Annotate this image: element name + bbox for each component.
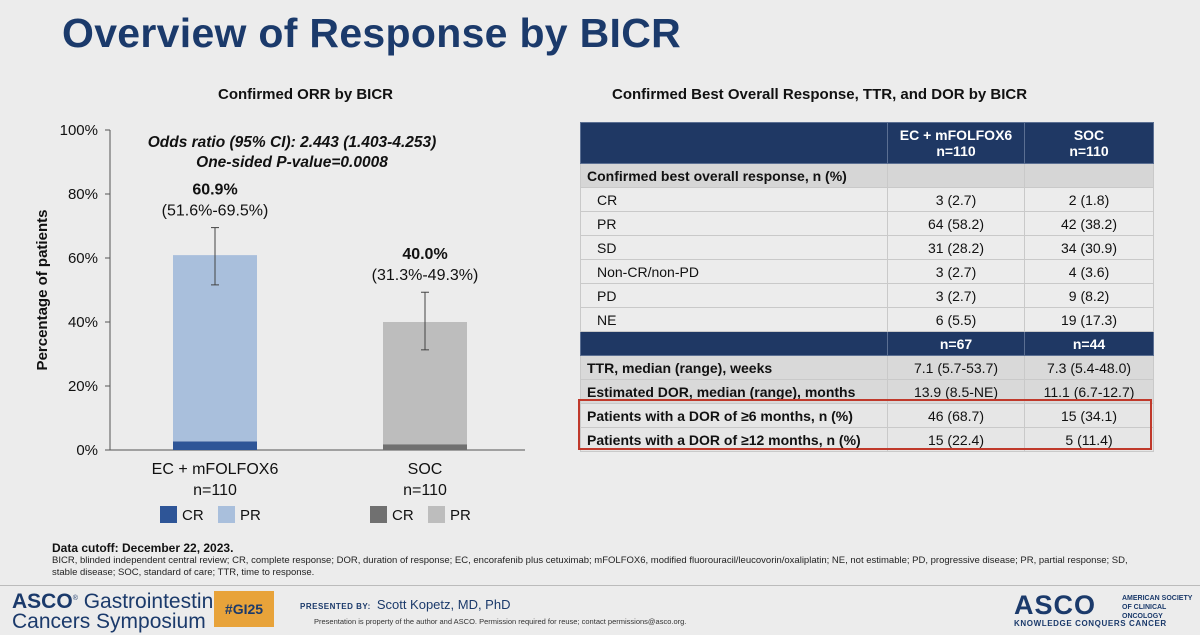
symposium-logo: ASCO® Gastrointestinal Cancers Symposium bbox=[12, 590, 230, 633]
response-table: EC + mFOLFOX6 n=110 SOC n=110 Confirmed be… bbox=[580, 122, 1154, 452]
legend-swatch-pr bbox=[218, 506, 235, 523]
table-row-dor: Estimated DOR, median (range), months 13.… bbox=[580, 379, 1154, 404]
header-ec-arm: EC + mFOLFOX6 n=110 bbox=[887, 122, 1025, 164]
legend-swatch-cr bbox=[370, 506, 387, 523]
bar-cr-1 bbox=[383, 444, 467, 450]
legend-label: CR bbox=[392, 507, 414, 524]
header-soc-arm: SOC n=110 bbox=[1024, 122, 1154, 164]
hashtag-badge: #GI25 bbox=[214, 591, 274, 627]
property-notice: Presentation is property of the author a… bbox=[314, 617, 687, 626]
table-row: PR 64 (58.2) 42 (38.2) bbox=[580, 211, 1154, 236]
table-row: SD 31 (28.2) 34 (30.9) bbox=[580, 235, 1154, 260]
legend-swatch-cr bbox=[160, 506, 177, 523]
table-row: PD 3 (2.7) 9 (8.2) bbox=[580, 283, 1154, 308]
presenter: PRESENTED BY: Scott Kopetz, MD, PhD bbox=[300, 597, 511, 612]
footer-divider bbox=[0, 585, 1200, 586]
header-empty bbox=[580, 122, 888, 164]
legend-label: CR bbox=[182, 507, 204, 524]
table-header-row: EC + mFOLFOX6 n=110 SOC n=110 bbox=[580, 122, 1154, 164]
y-tick-label: 100% bbox=[60, 122, 98, 139]
x-n-label: n=110 bbox=[193, 482, 237, 499]
x-category-label: EC + mFOLFOX6 bbox=[152, 461, 279, 478]
table-row-dor-12m: Patients with a DOR of ≥12 months, n (%)… bbox=[580, 427, 1154, 452]
table-row: Non-CR/non-PD 3 (2.7) 4 (3.6) bbox=[580, 259, 1154, 284]
y-tick-label: 20% bbox=[68, 378, 98, 395]
x-category-label: SOC bbox=[408, 461, 443, 478]
bar-value-label: 60.9% bbox=[192, 182, 237, 199]
orr-bar-chart: 0% 20% 40% 60% 80% 100% Percentage of patients… bbox=[34, 122, 525, 524]
legend-label: PR bbox=[240, 507, 261, 524]
footnote: BICR, blinded independent central review… bbox=[52, 555, 1128, 578]
page-title: Overview of Response by BICR bbox=[62, 10, 682, 56]
table-row: CR 3 (2.7) 2 (1.8) bbox=[580, 187, 1154, 212]
table-row-dor-6m: Patients with a DOR of ≥6 months, n (%) 4… bbox=[580, 403, 1154, 428]
bar-cr-0 bbox=[173, 441, 257, 450]
y-tick-label: 0% bbox=[76, 442, 98, 459]
y-tick-label: 40% bbox=[68, 314, 98, 331]
bar-pr-0 bbox=[173, 255, 257, 442]
asco-logo: ASCO AMERICAN SOCIETY OF CLINICAL ONCOLO… bbox=[1014, 590, 1193, 628]
y-tick-label: 60% bbox=[68, 250, 98, 267]
odds-ratio-annotation: Odds ratio (95% CI): 2.443 (1.403-4.253) bbox=[148, 134, 437, 151]
p-value-annotation: One-sided P-value=0.0008 bbox=[196, 154, 388, 171]
legend-swatch-pr bbox=[428, 506, 445, 523]
table-section-row: Confirmed best overall response, n (%) bbox=[580, 163, 1154, 188]
y-axis-label: Percentage of patients bbox=[34, 210, 51, 371]
legend-label: PR bbox=[450, 507, 471, 524]
table-row-ttr: TTR, median (range), weeks 7.1 (5.7-53.7)… bbox=[580, 355, 1154, 380]
subheader-ec-n: n=67 bbox=[887, 331, 1025, 356]
data-cutoff: Data cutoff: December 22, 2023. bbox=[52, 541, 234, 555]
table-row: NE 6 (5.5) 19 (17.3) bbox=[580, 307, 1154, 332]
table-subheader-row: n=67 n=44 bbox=[580, 331, 1154, 356]
bar-value-label: 40.0% bbox=[402, 246, 447, 263]
bar-ci-label: (51.6%-69.5%) bbox=[162, 203, 269, 220]
x-n-label: n=110 bbox=[403, 482, 447, 499]
y-tick-label: 80% bbox=[68, 186, 98, 203]
left-section-title: Confirmed ORR by BICR bbox=[218, 86, 394, 103]
right-section-title: Confirmed Best Overall Response, TTR, an… bbox=[612, 86, 1028, 103]
section-label: Confirmed best overall response, n (%) bbox=[580, 163, 888, 188]
subheader-soc-n: n=44 bbox=[1024, 331, 1154, 356]
bar-ci-label: (31.3%-49.3%) bbox=[372, 267, 479, 284]
